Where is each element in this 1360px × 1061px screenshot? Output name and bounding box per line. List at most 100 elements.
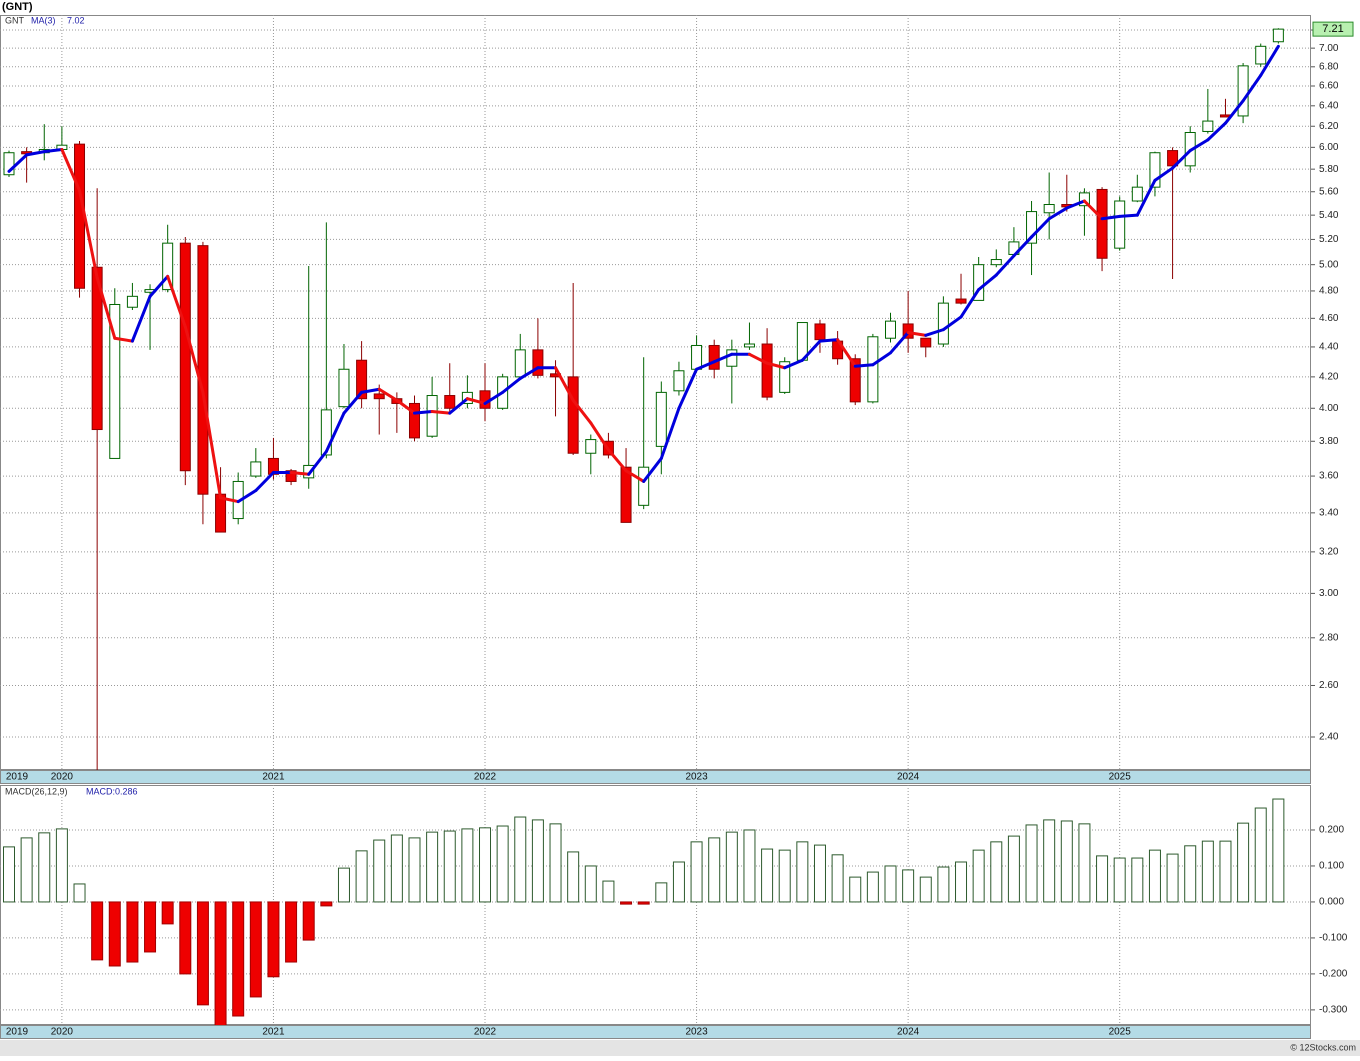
candle-body — [356, 359, 368, 400]
y-tick-label: 7.00 — [1319, 43, 1339, 54]
ma-line — [836, 338, 857, 368]
candle-body — [955, 298, 967, 304]
candle-body — [74, 143, 86, 289]
x-tick-label: 2023 — [685, 1027, 708, 1038]
ma-line — [1206, 121, 1227, 142]
candle-body — [373, 393, 385, 400]
y-tick-label: 6.60 — [1319, 81, 1339, 92]
macd-bar — [584, 865, 597, 903]
ma-line — [183, 325, 205, 394]
macd-bar — [1184, 845, 1197, 903]
candle-body — [303, 464, 315, 479]
candle-body — [638, 466, 650, 506]
candle-body — [1114, 200, 1126, 249]
macd-bar — [1166, 853, 1179, 903]
candle-body — [1255, 45, 1267, 65]
y-tick-label: 2.80 — [1319, 632, 1339, 643]
macd-bar — [1060, 820, 1073, 903]
candle-body — [109, 303, 121, 459]
macd-bar — [690, 841, 703, 903]
ma-line — [1118, 213, 1139, 218]
candle-body — [1078, 192, 1090, 207]
macd-bar — [161, 901, 174, 925]
candle-body — [285, 470, 297, 482]
ma-line — [589, 421, 610, 452]
ma-line — [800, 339, 822, 362]
ma-line — [571, 398, 593, 425]
ma-line — [412, 409, 434, 415]
candle-body — [1272, 28, 1284, 43]
y-tick-label: -0.200 — [1319, 969, 1348, 980]
ma-line — [1188, 138, 1210, 153]
y-tick-label: 4.80 — [1319, 286, 1339, 297]
ma-line — [236, 489, 258, 504]
axes: 2.40 2.60 2.80 3.00 3.20 3.40 3.60 3.80 4.00 4.20… — [6, 21, 1354, 1038]
macd-bar — [531, 819, 544, 903]
y-tick-label: 5.00 — [1319, 259, 1339, 270]
candle-body — [726, 349, 738, 367]
macd-bar — [672, 861, 685, 903]
ma-line — [871, 351, 892, 367]
ma-line — [1100, 214, 1122, 221]
y-tick-label: 5.60 — [1319, 186, 1339, 197]
y-tick-label: 5.80 — [1319, 164, 1339, 175]
ma-line — [853, 363, 875, 368]
x-tick-label: 2022 — [474, 772, 497, 783]
candle-body — [1026, 211, 1038, 244]
macd-bar — [179, 901, 192, 975]
x-tick-label: 2025 — [1109, 1027, 1132, 1038]
macd-bar — [337, 867, 350, 903]
candle-body — [179, 242, 191, 472]
ma-line — [906, 330, 928, 337]
ma-line — [148, 274, 170, 298]
ma-line — [994, 254, 1016, 277]
y-tick-label: 6.40 — [1319, 100, 1339, 111]
ma-line — [395, 398, 416, 415]
candle-body — [761, 343, 773, 398]
x-tick-label: 2021 — [262, 772, 285, 783]
ma-line — [342, 390, 364, 415]
ma-line — [360, 387, 381, 394]
legend-symbol: GNT — [5, 15, 25, 25]
macd-bar — [1096, 855, 1109, 903]
ma-line — [42, 147, 64, 154]
ma-line — [1171, 149, 1192, 170]
x-tick-label: 2020 — [51, 1027, 74, 1038]
macd-bar — [1254, 807, 1267, 903]
macd-bar — [796, 841, 809, 903]
macd-bar — [937, 866, 950, 903]
macd-bar — [355, 850, 368, 903]
candle-body — [250, 461, 262, 477]
ma-line — [448, 397, 469, 415]
macd-bar — [708, 837, 721, 903]
candle-body — [867, 336, 879, 403]
y-tick-label: 4.60 — [1319, 313, 1339, 324]
candle-body — [973, 264, 985, 301]
ma-line — [1082, 199, 1104, 221]
ma-line — [1012, 235, 1034, 258]
macd-bar — [373, 839, 386, 903]
macd-bar — [813, 844, 826, 903]
y-tick-label: 6.20 — [1319, 121, 1339, 132]
macd-bar — [884, 865, 897, 903]
candle-body — [1096, 188, 1108, 259]
macd-bar — [514, 816, 527, 903]
candle-body — [743, 343, 755, 348]
y-tick-label: 5.20 — [1319, 234, 1339, 245]
candle-body — [937, 302, 949, 345]
price-plot — [0, 15, 1311, 770]
x-tick-label: 2023 — [685, 772, 708, 783]
macd-bar — [285, 901, 298, 963]
candle-body — [567, 376, 579, 454]
ma-line — [166, 274, 187, 329]
ma-line — [60, 147, 82, 193]
macd-bar — [1272, 798, 1285, 903]
y-tick-label: 0.100 — [1319, 861, 1344, 872]
ma-line — [254, 471, 275, 493]
ma-line — [642, 456, 663, 483]
macd-bar — [602, 880, 615, 903]
macd-bar — [1148, 849, 1161, 903]
y-tick-label: 3.80 — [1319, 436, 1339, 447]
candle-body — [920, 337, 932, 348]
